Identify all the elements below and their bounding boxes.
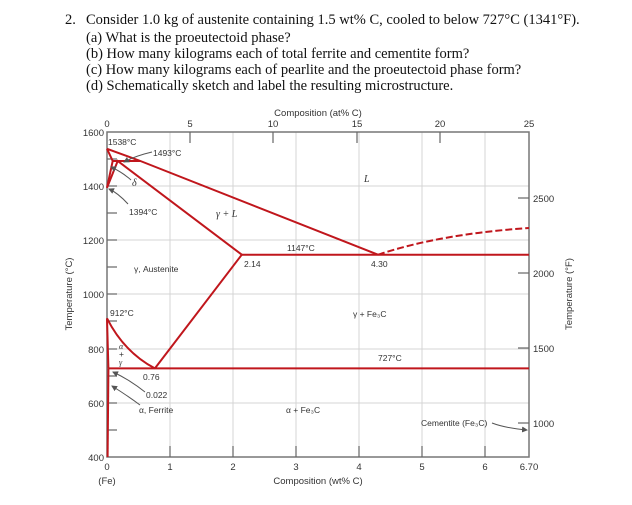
top-axis-title: Composition (at% C) [274,108,362,119]
label-1538: 1538°C [108,137,136,147]
bottom-tick-1: 1 [167,462,172,473]
label-gamma-fe3c: γ + Fe₃C [353,309,386,319]
label-0-022: 0.022 [146,390,168,400]
label-1493: 1493°C [153,148,181,158]
top-tick-15: 15 [352,119,363,130]
top-tick-5: 5 [187,119,192,130]
bottom-tick-0: 0 [104,462,109,473]
question-part-d: (d) Schematically sketch and label the r… [86,78,454,94]
right-tick-1000: 1000 [533,419,554,430]
y-axis-title-right: Temperature (°F) [564,258,575,330]
axis-ticks [107,132,529,457]
liquidus-line [106,147,379,256]
grid [107,132,529,457]
left-tick-1600: 1600 [83,128,104,139]
question-part-a: (a) What is the proeutectoid phase? [86,30,291,46]
left-tick-400: 400 [88,453,104,464]
question-part-c: (c) How many kilograms each of pearlite … [86,62,522,78]
x-axis-title: Composition (wt% C) [273,476,362,487]
left-tick-600: 600 [88,399,104,410]
label-delta: δ [132,178,137,189]
left-tick-1200: 1200 [83,236,104,247]
label-4-30: 4.30 [371,259,388,269]
right-tick-2000: 2000 [533,269,554,280]
pointer-arrows [108,151,528,433]
top-tick-20: 20 [435,119,446,130]
label-1147: 1147°C [287,243,315,253]
y-axis-title-left: Temperature (°C) [64,258,75,331]
left-tick-1400: 1400 [83,182,104,193]
label-2-14: 2.14 [244,259,261,269]
label-gamma-liquid: γ + L [216,209,238,220]
question-part-b: (b) How many kilograms each of total fer… [86,46,470,62]
left-tick-1000: 1000 [83,290,104,301]
cementite-liquidus-dashed [377,227,530,256]
bottom-tick-3: 3 [293,462,298,473]
ferrite-solvus-line [106,368,110,458]
label-1394: 1394°C [129,207,157,217]
question-stem: Consider 1.0 kg of austenite containing … [86,12,580,28]
label-alpha-gamma-alpha: α [119,342,124,351]
bottom-tick-6: 6 [482,462,487,473]
label-alpha-gamma-plus: + [119,349,124,359]
a3-line [106,317,156,370]
top-tick-10: 10 [268,119,279,130]
top-tick-25: 25 [524,119,535,130]
label-liquid: L [363,174,370,185]
label-cementite: Cementite (Fe₃C) [421,418,487,428]
right-tick-2500: 2500 [533,194,554,205]
left-tick-800: 800 [88,345,104,356]
question-number: 2. [65,12,76,28]
right-tick-1500: 1500 [533,344,554,355]
label-alpha-fe3c: α + Fe₃C [286,405,320,415]
top-tick-0: 0 [104,119,109,130]
label-ferrite: α, Ferrite [139,405,173,415]
label-austenite: γ, Austenite [134,264,179,274]
bottom-tick-4: 4 [356,462,361,473]
bottom-tick-2: 2 [230,462,235,473]
label-0-76: 0.76 [143,372,160,382]
bottom-tick-5: 5 [419,462,424,473]
acm-line [154,254,243,370]
label-727: 727°C [378,353,402,363]
alpha-gamma-line [106,318,110,369]
label-912: 912°C [110,308,134,318]
fe-label: (Fe) [98,476,115,487]
bottom-tick-670: 6.70 [520,462,539,473]
phase-boundaries [106,147,530,458]
label-alpha-gamma-gamma: γ [119,358,123,367]
